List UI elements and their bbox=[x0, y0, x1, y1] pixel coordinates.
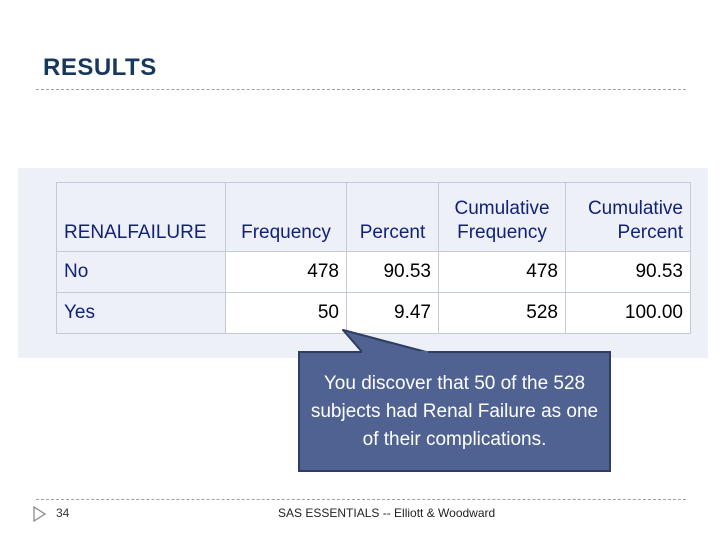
cell-cumulative-percent: 90.53 bbox=[565, 251, 691, 293]
header-percent: Percent bbox=[346, 182, 439, 252]
footer-text: SAS ESSENTIALS -- Elliott & Woodward bbox=[278, 506, 496, 520]
title-divider bbox=[36, 89, 686, 90]
table-row: No 478 90.53 478 90.53 bbox=[56, 251, 691, 293]
cell-frequency: 478 bbox=[225, 251, 347, 293]
cell-percent: 9.47 bbox=[346, 292, 439, 334]
table-row: Yes 50 9.47 528 100.00 bbox=[56, 292, 691, 334]
cell-cumulative-percent: 100.00 bbox=[565, 292, 691, 334]
play-arrow-icon bbox=[33, 506, 47, 522]
footer-divider bbox=[36, 499, 686, 500]
row-label: No bbox=[56, 251, 226, 293]
cell-frequency: 50 bbox=[225, 292, 347, 334]
callout-box: You discover that 50 of the 528 subjects… bbox=[298, 351, 611, 472]
page-number: 34 bbox=[56, 506, 70, 520]
header-cumulative-percent: Cumulative Percent bbox=[565, 182, 691, 252]
row-label: Yes bbox=[56, 292, 226, 334]
slide-title: RESULTS bbox=[43, 54, 157, 81]
header-frequency: Frequency bbox=[225, 182, 347, 252]
header-renalfailure: RENALFAILURE bbox=[56, 182, 226, 252]
table-header-row: RENALFAILURE Frequency Percent Cumulativ… bbox=[56, 182, 691, 252]
header-cumulative-frequency: Cumulative Frequency bbox=[438, 182, 566, 252]
frequency-table: RENALFAILURE Frequency Percent Cumulativ… bbox=[56, 182, 691, 334]
cell-cumulative-frequency: 478 bbox=[438, 251, 566, 293]
callout-text: You discover that 50 of the 528 subjects… bbox=[310, 372, 599, 450]
cell-cumulative-frequency: 528 bbox=[438, 292, 566, 334]
